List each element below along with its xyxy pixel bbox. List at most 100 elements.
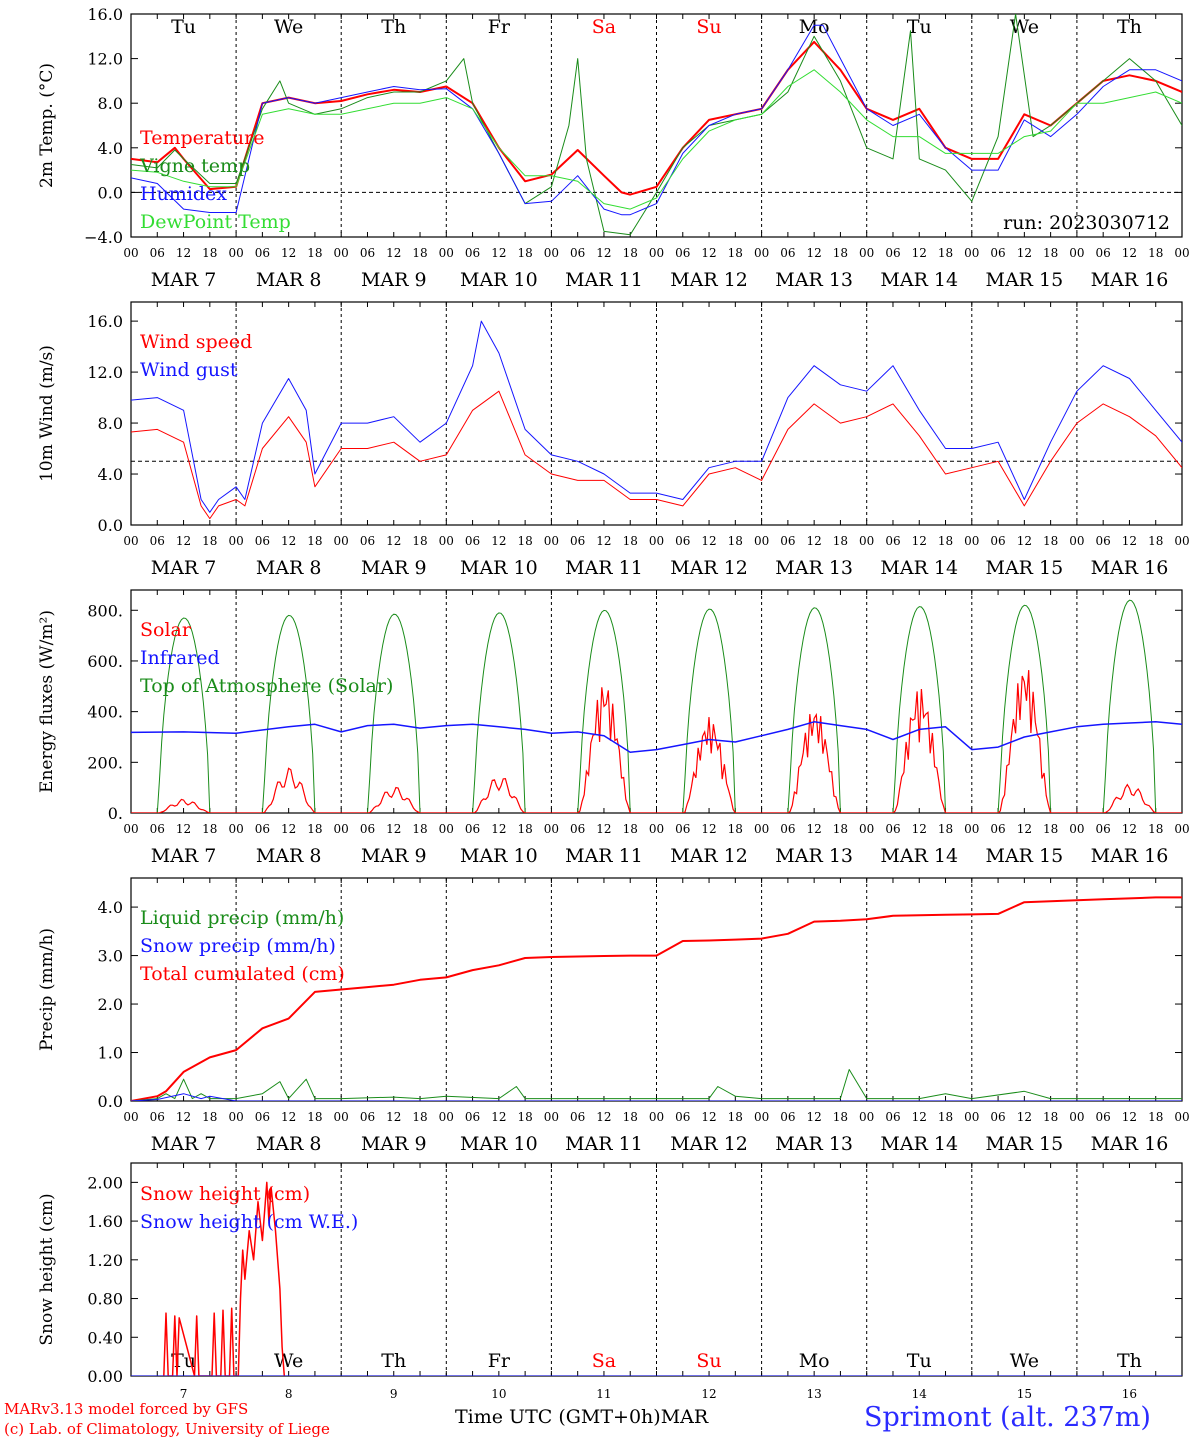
hour-tick-label: 12 — [176, 822, 191, 836]
hour-tick-label: 12 — [386, 1110, 401, 1124]
hour-tick-label: 06 — [360, 534, 375, 548]
hour-tick-label: 12 — [491, 534, 506, 548]
legend-entry: Infrared — [140, 647, 220, 669]
y-tick-label: 8.0 — [98, 94, 123, 113]
hour-tick-label: 06 — [780, 822, 795, 836]
hour-tick-label: 06 — [255, 1110, 270, 1124]
series-total-cumulated-cm — [131, 896, 1182, 1101]
hour-tick-label: 12 — [1017, 246, 1032, 260]
hour-tick-label: 00 — [123, 1110, 138, 1124]
hour-tick-label: 12 — [912, 822, 927, 836]
date-label: MAR 14 — [880, 1133, 958, 1155]
hour-tick-label: 00 — [334, 1110, 349, 1124]
hour-tick-label: 00 — [439, 822, 454, 836]
hour-tick-label: 18 — [307, 534, 322, 548]
date-label: MAR 11 — [565, 269, 643, 291]
hour-tick-label: 18 — [412, 822, 427, 836]
date-label: MAR 9 — [361, 845, 427, 867]
hour-tick-label: 06 — [1096, 822, 1111, 836]
y-tick-label: 0.0 — [98, 516, 123, 535]
hour-tick-label: 06 — [780, 246, 795, 260]
legend-entry: DewPoint Temp — [140, 211, 291, 233]
run-annotation: run: 2023030712 — [1003, 212, 1170, 234]
weekday-label: Tu — [907, 16, 932, 38]
hour-tick-label: 06 — [990, 1110, 1005, 1124]
hour-tick-label: 12 — [281, 246, 296, 260]
y-tick-label: 600. — [87, 652, 123, 671]
hour-tick-label: 12 — [1122, 822, 1137, 836]
hour-tick-label: 06 — [570, 822, 585, 836]
weekday-label: Tu — [907, 1350, 932, 1372]
date-label: MAR 16 — [1091, 269, 1169, 291]
hour-tick-label: 00 — [964, 822, 979, 836]
hour-tick-label: 00 — [649, 246, 664, 260]
date-label: MAR 15 — [985, 557, 1063, 579]
legend-entry: Solar — [140, 619, 192, 641]
hour-tick-label: 18 — [412, 246, 427, 260]
hour-tick-label: 12 — [596, 1110, 611, 1124]
hour-tick-label: 06 — [360, 1110, 375, 1124]
date-label: MAR 11 — [565, 557, 643, 579]
hour-tick-label: 00 — [228, 246, 243, 260]
hour-tick-label: 00 — [228, 822, 243, 836]
y-axis-label: 2m Temp. (°C) — [37, 63, 57, 188]
hour-tick-label: 12 — [491, 246, 506, 260]
hour-tick-label: 00 — [859, 1110, 874, 1124]
hour-tick-label: 00 — [334, 534, 349, 548]
panel-4: 4.0 3.0 2.0 1.0 0.0 Precip (mm/h) 00 06 12 18 00 06… — [37, 877, 1190, 1155]
series-infrared — [131, 721, 1182, 753]
y-tick-label: 4.0 — [98, 465, 123, 484]
credit-line-1: MARv3.13 model forced by GFS — [4, 1400, 249, 1418]
date-label: MAR 10 — [460, 557, 538, 579]
y-tick-label: 12.0 — [87, 363, 123, 382]
hour-tick-label: 12 — [701, 822, 716, 836]
date-label: MAR 16 — [1091, 557, 1169, 579]
hour-tick-label: 00 — [123, 534, 138, 548]
y-axis-label: Precip (mm/h) — [37, 928, 57, 1051]
hour-tick-label: 12 — [281, 534, 296, 548]
weekday-label: Tu — [171, 16, 196, 38]
date-label: MAR 15 — [985, 1133, 1063, 1155]
weekday-label: Sa — [592, 16, 616, 38]
hour-tick-label: 00 — [228, 1110, 243, 1124]
legend-entry: Snow height (cm) — [140, 1183, 310, 1205]
hour-tick-label: 06 — [570, 1110, 585, 1124]
hour-tick-label: 06 — [780, 534, 795, 548]
series-group — [131, 599, 1182, 813]
y-tick-label: 3.0 — [98, 947, 123, 966]
hour-tick-label: 00 — [123, 822, 138, 836]
date-label: MAR 12 — [670, 557, 748, 579]
hour-tick-label: 00 — [859, 534, 874, 548]
date-label: MAR 7 — [151, 845, 217, 867]
hour-tick-label: 18 — [202, 822, 217, 836]
y-tick-label: 2.00 — [87, 1173, 123, 1192]
panel-1: 16.0 12.0 8.0 4.0 0.0 −4.0 2m Temp. (°C) 00 06 12… — [37, 5, 1190, 291]
date-label: MAR 10 — [460, 845, 538, 867]
hour-tick-label: 18 — [412, 1110, 427, 1124]
weekday-label: Mo — [799, 16, 830, 38]
credit-line-2: (c) Lab. of Climatology, University of L… — [4, 1420, 330, 1438]
y-tick-label: 200. — [87, 753, 123, 772]
hour-tick-label: 00 — [964, 246, 979, 260]
hour-tick-label: 06 — [150, 246, 165, 260]
hour-tick-label: 18 — [623, 246, 638, 260]
hour-tick-label: 12 — [807, 246, 822, 260]
hour-tick-label: 12 — [701, 534, 716, 548]
weekday-label: Th — [381, 1350, 406, 1372]
date-label: MAR 13 — [775, 557, 853, 579]
hour-tick-label: 06 — [150, 1110, 165, 1124]
day-number-label: 9 — [390, 1387, 398, 1401]
hour-tick-label: 18 — [938, 822, 953, 836]
y-tick-label: 0.80 — [87, 1290, 123, 1309]
date-label: MAR 14 — [880, 845, 958, 867]
date-label: MAR 10 — [460, 269, 538, 291]
hour-tick-label: 00 — [754, 534, 769, 548]
date-label: MAR 8 — [256, 1133, 322, 1155]
date-label: MAR 16 — [1091, 845, 1169, 867]
hour-tick-label: 12 — [176, 246, 191, 260]
date-label: MAR 14 — [880, 269, 958, 291]
hour-tick-label: 12 — [1017, 822, 1032, 836]
hour-tick-label: 06 — [570, 246, 585, 260]
date-label: MAR 16 — [1091, 1133, 1169, 1155]
